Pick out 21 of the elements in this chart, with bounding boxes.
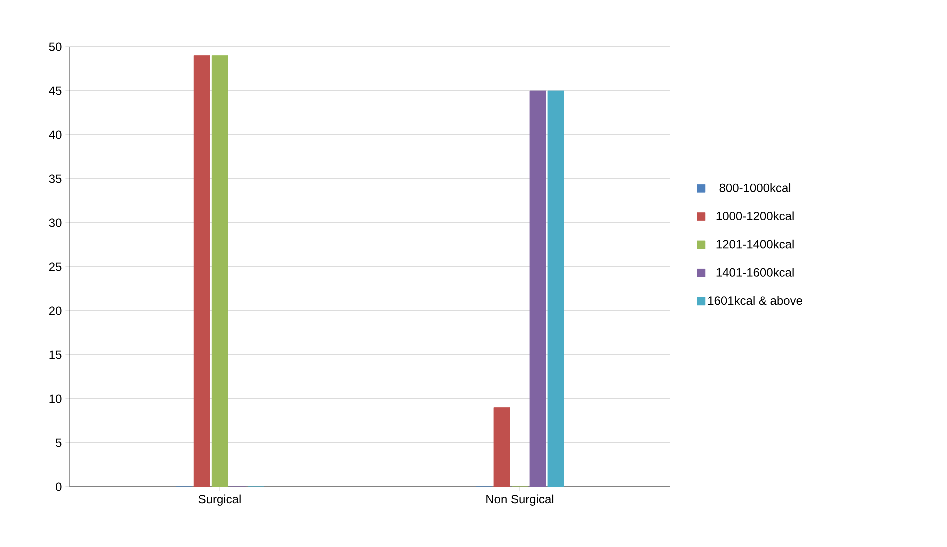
bar bbox=[212, 56, 228, 487]
legend-label: 800-1000kcal bbox=[720, 184, 791, 192]
bar bbox=[194, 56, 210, 487]
y-tick-label: 10 bbox=[50, 394, 62, 404]
x-tick-label: Surgical bbox=[198, 494, 241, 506]
legend-label: 1401-1600kcal bbox=[716, 268, 794, 277]
y-tick-label: 30 bbox=[49, 218, 62, 228]
y-tick-label: 35 bbox=[49, 174, 62, 184]
legend-label: 1000-1200kcal bbox=[716, 212, 794, 221]
y-tick-label: 25 bbox=[49, 262, 62, 272]
y-tick-label: 5 bbox=[56, 438, 62, 448]
y-tick-label: 45 bbox=[49, 86, 62, 96]
y-tick-label: 20 bbox=[49, 306, 62, 316]
bar bbox=[494, 408, 510, 487]
y-tick-label: 15 bbox=[50, 350, 62, 360]
y-tick-label: 0 bbox=[56, 482, 62, 492]
legend-label: 1201-1400kcal bbox=[716, 240, 794, 249]
y-tick-label: 50 bbox=[49, 42, 62, 52]
legend-label: 1601kcal & above bbox=[708, 296, 802, 306]
x-tick-label: Non Surgical bbox=[486, 494, 554, 506]
y-tick-label: 40 bbox=[49, 130, 62, 140]
